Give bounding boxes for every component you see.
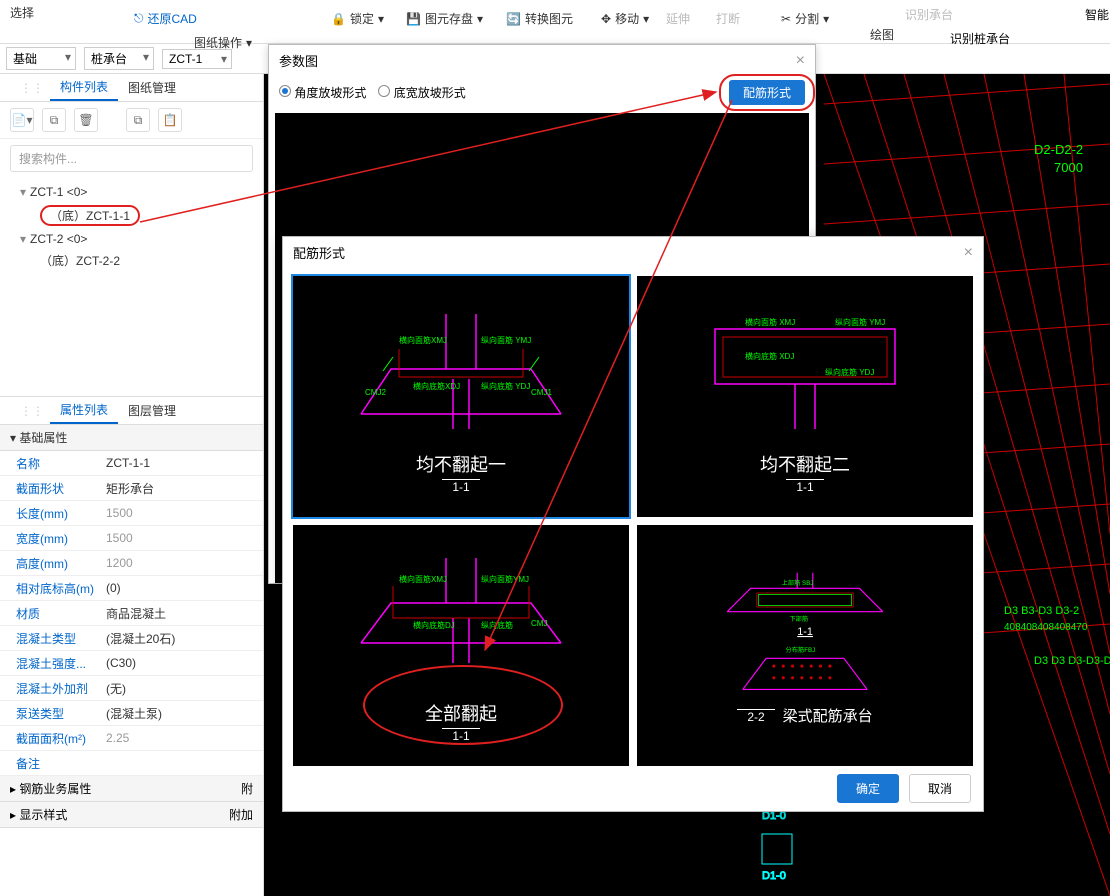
svg-text:纵向面筋 YMJ: 纵向面筋 YMJ — [481, 335, 531, 345]
close-icon[interactable]: × — [796, 52, 805, 70]
icon-row: 📄▾ ⧉ 🗑 ⧉ 📋 — [0, 102, 263, 139]
restore-cad[interactable]: ⎋ 还原CAD — [128, 8, 203, 29]
prop-area[interactable]: 截面面积(m²)2.25 — [0, 726, 263, 751]
prop-note[interactable]: 备注 — [0, 751, 263, 776]
prop-len[interactable]: 长度(mm)1500 — [0, 501, 263, 526]
prop-pump[interactable]: 泵送类型(混凝土泵) — [0, 701, 263, 726]
top-toolbar: 选择 ⎋ 还原CAD 图纸操作 ▾ 🔒 锁定 ▾ 💾 图元存盘 ▾ 🔄 转换图元… — [0, 0, 1110, 44]
rebar-form-button[interactable]: 配筋形式 — [729, 80, 805, 105]
extend-btn[interactable]: 延伸 — [660, 8, 696, 29]
radio-width[interactable]: 底宽放坡形式 — [378, 84, 465, 101]
section-display[interactable]: ▸ 显示样式附加 — [0, 802, 263, 828]
tab-props[interactable]: 属性列表 — [50, 397, 118, 424]
svg-text:横向底筋DJ: 横向底筋DJ — [413, 620, 455, 630]
svg-text:D3 D3 D3-D3-D: D3 D3 D3-D3-D — [1034, 655, 1110, 667]
tree-zct1-1[interactable]: （底）ZCT-1-1 — [0, 202, 263, 229]
rebar-form-dialog: 配筋形式 × 横向面筋XMJ 纵向面筋 YMJ 横向底筋XDJ — [282, 236, 984, 812]
rebar-option-4[interactable]: 上部筋 SBJ 下部筋 1-1 分布筋FBJ 2-2梁式配筋承台 — [637, 525, 973, 766]
convert-btn[interactable]: 🔄 转换图元 — [500, 8, 579, 29]
tab-components[interactable]: 构件列表 — [50, 74, 118, 101]
svg-text:1-1: 1-1 — [797, 626, 813, 638]
delete-icon[interactable]: 🗑 — [74, 108, 98, 132]
save-btn[interactable]: 💾 图元存盘 ▾ — [400, 8, 489, 29]
tree-zct1[interactable]: ▾ZCT-1 <0> — [0, 182, 263, 202]
lock-btn[interactable]: 🔒 锁定 ▾ — [325, 8, 390, 29]
new-icon[interactable]: 📄▾ — [10, 108, 34, 132]
dlg1-title: 参数图 × — [269, 45, 815, 76]
split-btn[interactable]: ✂ 分割 ▾ — [775, 8, 835, 29]
prop-hei[interactable]: 高度(mm)1200 — [0, 551, 263, 576]
svg-text:CMJ1: CMJ1 — [531, 388, 552, 397]
tab-drawings[interactable]: 图纸管理 — [118, 75, 186, 100]
svg-text:纵向底筋: 纵向底筋 — [481, 620, 513, 630]
dlg2-title: 配筋形式 × — [283, 237, 983, 268]
rebar-option-3[interactable]: 横向面筋XMJ 纵向面筋YMJ 横向底筋DJ 纵向底筋 CMJ 全部翻起 1-1 — [293, 525, 629, 766]
prop-ctype[interactable]: 混凝土类型(混凝土20石) — [0, 626, 263, 651]
svg-text:CMJ2: CMJ2 — [365, 388, 386, 397]
section-rebar[interactable]: ▸ 钢筋业务属性附 — [0, 776, 263, 802]
rebar-grid: 横向面筋XMJ 纵向面筋 YMJ 横向底筋XDJ 纵向底筋 YDJ CMJ2 C… — [293, 276, 973, 766]
left-panel: ⋮⋮ 构件列表 图纸管理 📄▾ ⧉ 🗑 ⧉ 📋 搜索构件... ▾ZCT-1 <… — [0, 74, 264, 896]
svg-text:横向底筋XDJ: 横向底筋XDJ — [413, 381, 460, 391]
filter-1[interactable]: 基础 — [6, 47, 76, 70]
svg-text:横向面筋XMJ: 横向面筋XMJ — [399, 335, 447, 345]
section-basic[interactable]: ▾ 基础属性 — [0, 425, 263, 451]
cancel-button[interactable]: 取消 — [909, 774, 971, 803]
ok-button[interactable]: 确定 — [837, 774, 899, 803]
close-icon[interactable]: × — [964, 244, 973, 262]
rebar-option-2[interactable]: 横向面筋 XMJ 纵向面筋 YMJ 横向底筋 XDJ 纵向底筋 YDJ 均不翻起… — [637, 276, 973, 517]
svg-text:下部筋: 下部筋 — [789, 615, 808, 623]
property-panel: ⋮⋮ 属性列表 图层管理 ▾ 基础属性 名称ZCT-1-1 截面形状矩形承台 长… — [0, 396, 263, 896]
svg-text:纵向底筋 YDJ: 纵向底筋 YDJ — [481, 381, 530, 391]
component-tree: ▾ZCT-1 <0> （底）ZCT-1-1 ▾ZCT-2 <0> （底）ZCT-… — [0, 178, 263, 276]
dlg2-footer: 确定 取消 — [283, 774, 983, 803]
svg-text:横向底筋 XDJ: 横向底筋 XDJ — [745, 351, 794, 361]
move-btn[interactable]: ✥ 移动 ▾ — [595, 8, 655, 29]
prop-name[interactable]: 名称ZCT-1-1 — [0, 451, 263, 476]
svg-text:横向面筋 XMJ: 横向面筋 XMJ — [745, 317, 795, 327]
prop-rel[interactable]: 相对底标高(m)(0) — [0, 576, 263, 601]
radio-angle[interactable]: 角度放坡形式 — [279, 84, 366, 101]
grid-label: D2-D2-2 — [1034, 142, 1083, 157]
svg-text:D1-0: D1-0 — [762, 870, 786, 882]
tree-zct2-2[interactable]: （底）ZCT-2-2 — [0, 249, 263, 272]
select-tool[interactable]: 选择 — [0, 4, 44, 21]
svg-text:7000: 7000 — [1054, 160, 1083, 175]
break-btn[interactable]: 打断 — [710, 8, 746, 29]
svg-text:纵向面筋 YMJ: 纵向面筋 YMJ — [835, 317, 885, 327]
identify-pile[interactable]: 识别桩承台 — [950, 30, 1010, 47]
label: 选择 — [10, 4, 34, 21]
dup-icon[interactable]: ⧉ — [126, 108, 150, 132]
search-input[interactable]: 搜索构件... — [10, 145, 253, 172]
dlg2-body: 横向面筋XMJ 纵向面筋 YMJ 横向底筋XDJ 纵向底筋 YDJ CMJ2 C… — [283, 268, 983, 774]
dlg1-options: 角度放坡形式 底宽放坡形式 配筋形式 — [269, 76, 815, 109]
panel-tabs: ⋮⋮ 构件列表 图纸管理 — [0, 74, 263, 102]
copy-icon[interactable]: ⧉ — [42, 108, 66, 132]
svg-text:横向面筋XMJ: 横向面筋XMJ — [399, 574, 447, 584]
smart[interactable]: 智能 — [1085, 6, 1109, 23]
identify-cap: 识别承台 — [905, 6, 953, 23]
tree-zct2[interactable]: ▾ZCT-2 <0> — [0, 229, 263, 249]
rebar-option-1[interactable]: 横向面筋XMJ 纵向面筋 YMJ 横向底筋XDJ 纵向底筋 YDJ CMJ2 C… — [293, 276, 629, 517]
svg-text:上部筋 SBJ: 上部筋 SBJ — [782, 579, 814, 587]
svg-text:CMJ: CMJ — [531, 619, 547, 628]
svg-text:分布筋FBJ: 分布筋FBJ — [786, 646, 816, 654]
tab-layers[interactable]: 图层管理 — [118, 398, 186, 423]
svg-text:纵向底筋 YDJ: 纵向底筋 YDJ — [825, 367, 874, 377]
prop-cadd[interactable]: 混凝土外加剂(无) — [0, 676, 263, 701]
prop-wid[interactable]: 宽度(mm)1500 — [0, 526, 263, 551]
svg-text:纵向面筋YMJ: 纵向面筋YMJ — [481, 574, 529, 584]
svg-text:408408408408470: 408408408408470 — [1004, 622, 1088, 633]
prop-cstr[interactable]: 混凝土强度...(C30) — [0, 651, 263, 676]
prop-shape[interactable]: 截面形状矩形承台 — [0, 476, 263, 501]
draw-col[interactable]: 绘图 — [860, 26, 904, 43]
filter-2[interactable]: 桩承台 — [84, 47, 154, 70]
paste-icon[interactable]: 📋 — [158, 108, 182, 132]
prop-mat[interactable]: 材质商品混凝土 — [0, 601, 263, 626]
svg-text:D3 B3-D3 D3-2: D3 B3-D3 D3-2 — [1004, 605, 1079, 617]
prop-tabs: ⋮⋮ 属性列表 图层管理 — [0, 397, 263, 425]
filter-3[interactable]: ZCT-1 — [162, 49, 232, 69]
